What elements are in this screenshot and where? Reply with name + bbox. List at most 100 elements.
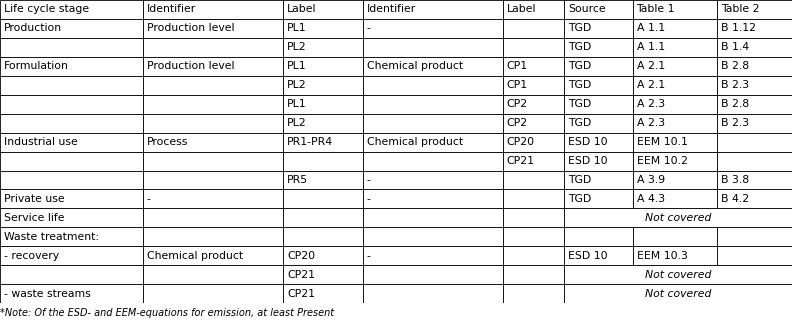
Text: Industrial use: Industrial use [4,137,78,147]
Bar [363,208,503,228]
Text: B 2.8: B 2.8 [721,99,748,109]
Bar [717,38,792,57]
Text: CP1: CP1 [507,80,528,90]
Text: EEM 10.1: EEM 10.1 [637,137,687,147]
Text: *Note: Of the ESD- and EEM-equations for emission, at least Present: *Note: Of the ESD- and EEM-equations for… [0,308,334,318]
Bar [143,189,283,208]
Text: -: - [147,194,150,204]
Bar [503,38,564,57]
Bar [363,189,503,208]
Text: Identifier: Identifier [367,5,416,14]
Text: PL2: PL2 [287,42,307,52]
Bar [0,57,143,76]
Bar [143,95,283,114]
Text: PR1-PR4: PR1-PR4 [287,137,333,147]
Text: A 1.1: A 1.1 [637,23,664,34]
Bar [717,95,792,114]
Bar [283,19,363,38]
Bar [363,133,503,152]
Text: ESD 10: ESD 10 [568,156,607,166]
Text: B 2.3: B 2.3 [721,118,748,128]
Bar [717,0,792,19]
Text: Life cycle stage: Life cycle stage [4,5,89,14]
Bar [283,57,363,76]
Bar [633,95,717,114]
Bar [283,265,363,284]
Bar [503,0,564,19]
Text: - recovery: - recovery [4,251,59,261]
Bar [363,265,503,284]
Bar [564,246,633,265]
Bar [143,57,283,76]
Text: Source: Source [568,5,606,14]
Bar [564,228,633,246]
Bar [143,0,283,19]
Bar [564,114,633,133]
Text: A 4.3: A 4.3 [637,194,664,204]
Text: TGD: TGD [568,194,592,204]
Text: TGD: TGD [568,99,592,109]
Bar [633,170,717,189]
Bar [143,265,283,284]
Text: Service life: Service life [4,213,64,223]
Text: PL1: PL1 [287,23,307,34]
Text: Process: Process [147,137,188,147]
Text: -: - [367,23,371,34]
Bar [143,170,283,189]
Text: A 2.3: A 2.3 [637,99,664,109]
Bar [503,19,564,38]
Bar [283,0,363,19]
Bar [564,57,633,76]
Bar [503,57,564,76]
Bar [717,57,792,76]
Text: B 1.4: B 1.4 [721,42,748,52]
Bar [363,38,503,57]
Bar [363,95,503,114]
Bar [283,133,363,152]
Text: TGD: TGD [568,61,592,71]
Bar [633,246,717,265]
Bar [363,170,503,189]
Bar [564,152,633,170]
Text: CP2: CP2 [507,99,528,109]
Bar [283,114,363,133]
Bar [0,265,143,284]
Bar [283,284,363,303]
Bar [283,189,363,208]
Text: PL1: PL1 [287,99,307,109]
Bar [717,19,792,38]
Bar [143,133,283,152]
Text: Not covered: Not covered [645,270,711,280]
Text: CP21: CP21 [287,270,315,280]
Bar [717,133,792,152]
Bar [564,284,792,303]
Text: CP2: CP2 [507,118,528,128]
Bar [283,95,363,114]
Text: B 1.12: B 1.12 [721,23,756,34]
Text: B 2.8: B 2.8 [721,61,748,71]
Text: TGD: TGD [568,175,592,185]
Bar [503,152,564,170]
Text: Chemical product: Chemical product [367,61,463,71]
Text: A 3.9: A 3.9 [637,175,664,185]
Text: Label: Label [507,5,536,14]
Bar [633,189,717,208]
Bar [143,152,283,170]
Text: Production level: Production level [147,23,234,34]
Bar [503,265,564,284]
Text: PR5: PR5 [287,175,308,185]
Bar [363,284,503,303]
Bar [717,228,792,246]
Text: PL2: PL2 [287,118,307,128]
Bar [633,19,717,38]
Bar [283,228,363,246]
Bar [363,228,503,246]
Bar [717,246,792,265]
Bar [363,76,503,95]
Text: CP20: CP20 [507,137,535,147]
Bar [717,114,792,133]
Text: Waste treatment:: Waste treatment: [4,232,99,242]
Text: Chemical product: Chemical product [367,137,463,147]
Bar [503,170,564,189]
Bar [0,246,143,265]
